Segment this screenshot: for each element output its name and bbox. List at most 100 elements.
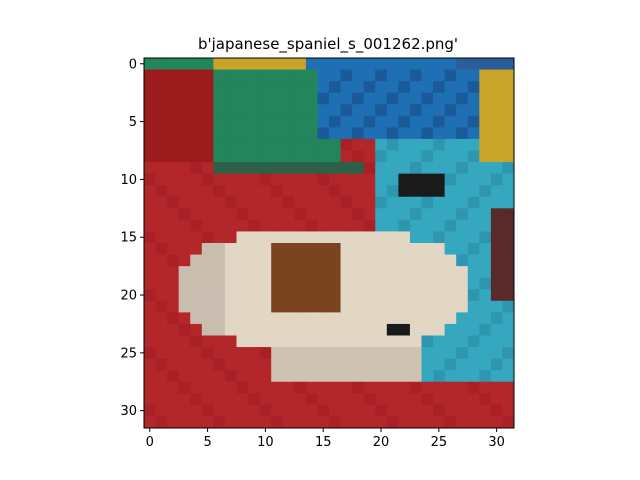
image-pixel [363,266,376,279]
image-pixel [190,393,203,406]
image-pixel [421,254,434,267]
image-pixel [144,138,156,151]
image-pixel [444,104,457,117]
image-pixel [363,58,376,70]
image-pixel [190,219,203,232]
image-pixel [190,335,203,348]
image-pixel [236,370,249,383]
image-pixel [201,266,214,279]
image-pixel [271,81,284,94]
image-pixel [190,404,203,417]
image-pixel [386,58,399,70]
image-pixel [375,231,388,244]
image-pixel [456,323,469,336]
image-pixel [421,58,434,70]
image-pixel [467,289,480,302]
image-pixel [305,150,318,163]
image-pixel [352,393,365,406]
image-pixel [479,58,492,70]
image-pixel [456,58,469,70]
image-pixel [456,173,469,186]
image-pixel [236,254,249,267]
image-pixel [444,219,457,232]
image-pixel [421,219,434,232]
image-pixel [213,81,226,94]
image-pixel [398,312,411,325]
image-pixel [352,208,365,221]
image-pixel [155,266,168,279]
image-pixel [340,219,353,232]
image-pixel [282,404,295,417]
image-pixel [421,185,434,198]
image-pixel [248,150,261,163]
image-pixel [144,312,156,325]
image-pixel [340,231,353,244]
image-pixel [317,115,330,128]
image-pixel [213,266,226,279]
image-pixel [386,219,399,232]
image-pixel [490,138,503,151]
image-pixel [271,219,284,232]
image-pixel [224,173,237,186]
image-pixel [363,81,376,94]
image-pixel [236,150,249,163]
image-pixel [490,92,503,105]
image-pixel [259,289,272,302]
image-pixel [456,92,469,105]
image-pixel [444,277,457,290]
image-pixel [352,289,365,302]
image-pixel [502,58,515,70]
image-pixel [421,323,434,336]
image-pixel [144,277,156,290]
image-pixel [352,323,365,336]
image-pixel [317,416,330,429]
image-pixel [329,358,341,371]
image-pixel [490,231,503,244]
image-pixel [201,243,214,255]
image-pixel [467,358,480,371]
image-pixel [398,115,411,128]
image-pixel [433,289,446,302]
image-pixel [155,243,168,255]
image-pixel [317,404,330,417]
image-pixel [467,370,480,383]
image-pixel [444,185,457,198]
image-pixel [178,58,191,70]
image-pixel [375,81,388,94]
image-pixel [248,347,261,360]
image-pixel [409,69,422,82]
image-pixel [363,358,376,371]
image-pixel [340,266,353,279]
image-pixel [294,416,307,429]
image-pixel [386,69,399,82]
image-pixel [375,358,388,371]
image-pixel [363,219,376,232]
image-pixel [409,173,422,186]
image-pixel [155,104,168,117]
image-pixel [236,243,249,255]
image-pixel [340,416,353,429]
image-pixel [375,196,388,209]
image-pixel [502,323,515,336]
image-pixel [201,173,214,186]
image-pixel [282,150,295,163]
image-pixel [421,231,434,244]
image-pixel [282,381,295,394]
image-pixel [467,196,480,209]
image-pixel [398,150,411,163]
image-pixel [467,104,480,117]
image-pixel [167,393,180,406]
image-pixel [363,404,376,417]
image-pixel [201,185,214,198]
image-pixel [375,92,388,105]
image-pixel [456,277,469,290]
image-pixel [386,115,399,128]
image-pixel [340,243,353,255]
image-pixel [444,196,457,209]
image-pixel [178,69,191,82]
image-pixel [409,393,422,406]
image-pixel [144,416,156,429]
image-pixel [479,138,492,151]
image-pixel [363,335,376,348]
image-pixel [421,347,434,360]
